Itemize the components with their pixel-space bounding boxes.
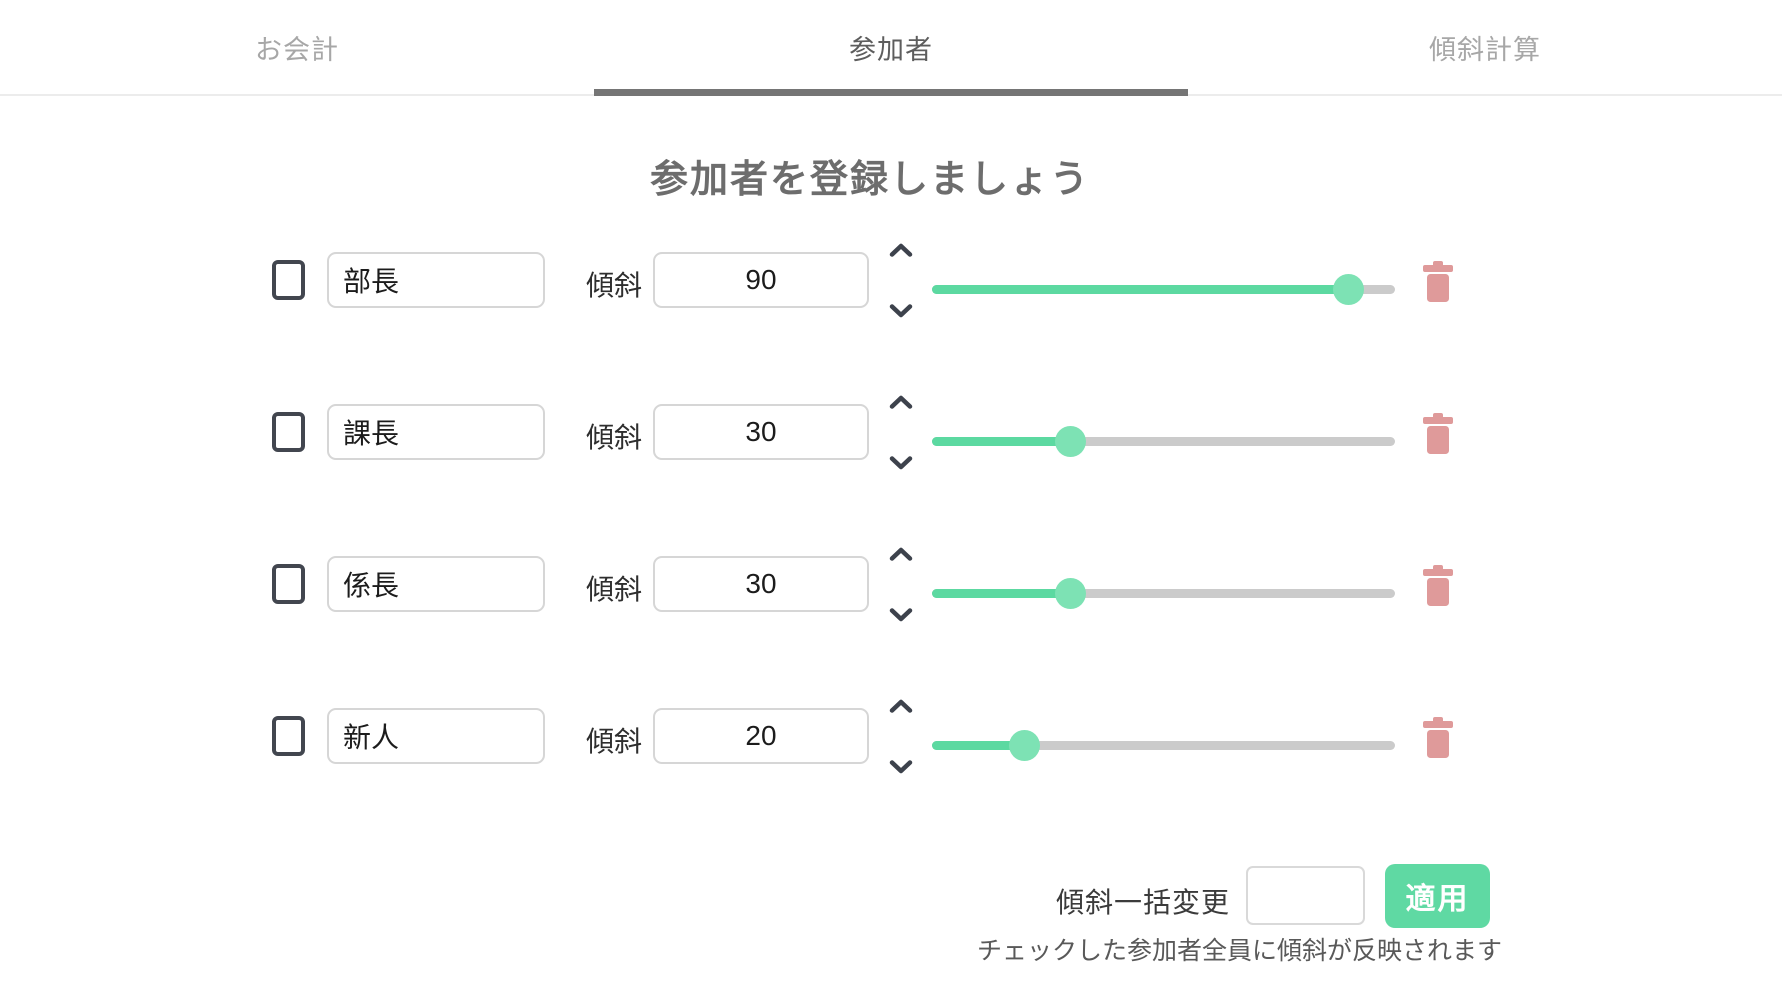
- slider-track[interactable]: [932, 741, 1395, 750]
- slider-fill: [932, 437, 1071, 446]
- slope-decrement-button[interactable]: [886, 454, 916, 472]
- tab-bill[interactable]: お会計: [0, 0, 594, 94]
- slope-slider[interactable]: [932, 393, 1395, 477]
- slider-track[interactable]: [932, 589, 1395, 598]
- slope-label: 傾斜: [586, 574, 643, 605]
- slider-fill: [932, 741, 1025, 750]
- participant-row: 傾斜: [272, 545, 1472, 629]
- slider-fill: [932, 589, 1071, 598]
- tab-participants-label: 参加者: [849, 34, 933, 65]
- bulk-change-input[interactable]: [1246, 866, 1365, 925]
- page-title: 参加者を登録しましょう: [649, 159, 1090, 201]
- bulk-change-label: 傾斜一括変更: [1056, 887, 1231, 918]
- slope-label: 傾斜: [586, 270, 643, 301]
- participant-name-input[interactable]: [327, 404, 545, 460]
- slope-increment-button[interactable]: [886, 545, 916, 563]
- participant-checkbox[interactable]: [272, 564, 305, 604]
- chevron-up-icon: [889, 243, 913, 257]
- slope-value-input[interactable]: [653, 404, 869, 460]
- slider-knob[interactable]: [1055, 578, 1087, 609]
- participant-checkbox[interactable]: [272, 716, 305, 756]
- trash-icon: [1423, 565, 1453, 606]
- slope-decrement-button[interactable]: [886, 302, 916, 320]
- participant-row: 傾斜: [272, 697, 1472, 781]
- slope-value-input[interactable]: [653, 708, 869, 764]
- tab-slope-calc-label: 傾斜計算: [1429, 34, 1541, 65]
- trash-icon: [1423, 717, 1453, 758]
- slider-fill: [932, 285, 1349, 294]
- apply-button[interactable]: 適用: [1385, 864, 1490, 928]
- chevron-up-icon: [889, 395, 913, 409]
- delete-participant-button[interactable]: [1423, 261, 1453, 302]
- slope-slider[interactable]: [932, 697, 1395, 781]
- chevron-down-icon: [889, 304, 913, 318]
- delete-participant-button[interactable]: [1423, 565, 1453, 606]
- slope-increment-button[interactable]: [886, 241, 916, 259]
- chevron-down-icon: [889, 760, 913, 774]
- slider-knob[interactable]: [1009, 730, 1041, 761]
- trash-icon: [1423, 413, 1453, 454]
- chevron-up-icon: [889, 547, 913, 561]
- slope-slider[interactable]: [932, 241, 1395, 325]
- participant-row: 傾斜: [272, 393, 1472, 477]
- participant-name-input[interactable]: [327, 556, 545, 612]
- delete-participant-button[interactable]: [1423, 717, 1453, 758]
- tab-slope-calc[interactable]: 傾斜計算: [1188, 0, 1782, 94]
- slope-value-input[interactable]: [653, 556, 869, 612]
- slope-decrement-button[interactable]: [886, 606, 916, 624]
- bulk-change-note: チェックした参加者全員に傾斜が反映されます: [977, 937, 1503, 965]
- tab-bill-label: お会計: [255, 34, 339, 65]
- tab-participants[interactable]: 参加者: [594, 0, 1188, 96]
- chevron-down-icon: [889, 608, 913, 622]
- slope-label: 傾斜: [586, 726, 643, 757]
- chevron-up-icon: [889, 699, 913, 713]
- tab-bar: お会計 参加者 傾斜計算: [0, 0, 1782, 96]
- slope-value-input[interactable]: [653, 252, 869, 308]
- slope-label: 傾斜: [586, 422, 643, 453]
- slope-slider[interactable]: [932, 545, 1395, 629]
- slope-decrement-button[interactable]: [886, 758, 916, 776]
- participant-checkbox[interactable]: [272, 412, 305, 452]
- slope-increment-button[interactable]: [886, 393, 916, 411]
- chevron-down-icon: [889, 456, 913, 470]
- slider-knob[interactable]: [1055, 426, 1087, 457]
- slider-knob[interactable]: [1333, 274, 1365, 305]
- slope-increment-button[interactable]: [886, 697, 916, 715]
- participant-name-input[interactable]: [327, 252, 545, 308]
- delete-participant-button[interactable]: [1423, 413, 1453, 454]
- participant-checkbox[interactable]: [272, 260, 305, 300]
- participant-row: 傾斜: [272, 241, 1472, 325]
- participant-name-input[interactable]: [327, 708, 545, 764]
- slider-track[interactable]: [932, 437, 1395, 446]
- trash-icon: [1423, 261, 1453, 302]
